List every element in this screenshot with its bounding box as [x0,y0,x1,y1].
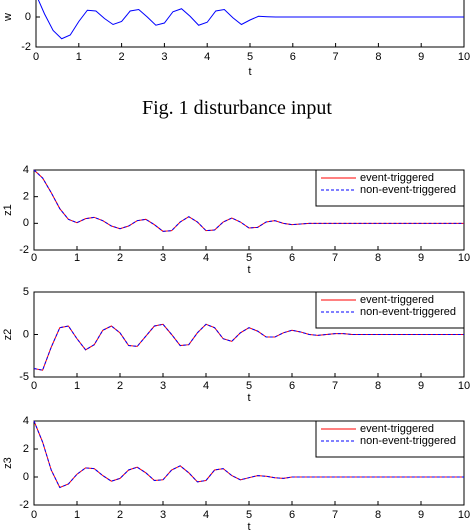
x-tick-label: 3 [160,509,166,521]
figure-caption: Fig. 1 disturbance input [142,97,332,119]
x-tick-label: 10 [458,380,470,392]
x-tick-label: 2 [117,509,123,521]
y-axis-label: z3 [2,457,14,469]
x-tick-label: 7 [332,252,338,264]
y-axis-label: w [2,13,14,22]
x-tick-label: 0 [31,252,37,264]
series-line [37,0,464,40]
x-tick-label: 7 [332,380,338,392]
x-tick-label: 0 [31,509,37,521]
x-axis-label: t [247,521,250,532]
y-tick-label: 0 [23,328,29,340]
x-axis-label: t [247,264,250,276]
series-line [33,169,464,232]
x-tick-label: 1 [76,51,82,63]
x-tick-label: 9 [418,509,424,521]
x-tick-label: 4 [203,380,209,392]
legend-label: event-triggered [360,294,434,306]
plot-frame [35,0,465,48]
x-tick-label: 9 [418,51,424,63]
x-tick-label: 0 [33,51,39,63]
series-line [33,323,464,371]
legend-box [315,169,465,207]
x-tick-label: 5 [246,509,252,521]
y-tick-label: -2 [19,499,29,511]
x-tick-label: 4 [203,252,209,264]
x-axis-label: t [247,392,250,404]
y-tick-label: -2 [21,41,31,53]
x-tick-label: 8 [375,51,381,63]
x-tick-label: 4 [203,509,209,521]
x-tick-label: 5 [247,51,253,63]
y-axis-label: z2 [2,329,14,341]
x-tick-label: 2 [119,51,125,63]
legend-label: non-event-triggered [360,435,456,447]
x-tick-label: 0 [31,380,37,392]
y-tick-label: 2 [23,191,29,203]
x-tick-label: 10 [458,509,470,521]
x-tick-label: 1 [74,252,80,264]
x-tick-label: 8 [375,509,381,521]
legend-label: event-triggered [360,172,434,184]
legend-label: event-triggered [360,423,434,435]
x-tick-label: 3 [160,252,166,264]
y-tick-label: 5 [23,286,29,298]
x-tick-label: 2 [117,252,123,264]
x-tick-label: 9 [418,252,424,264]
x-tick-label: 8 [375,380,381,392]
x-tick-label: 10 [458,252,470,264]
y-tick-label: 0 [23,471,29,483]
y-tick-label: -5 [19,371,29,383]
x-tick-label: 2 [117,380,123,392]
y-tick-label: 0 [23,217,29,229]
x-tick-label: 1 [74,509,80,521]
x-tick-label: 6 [290,51,296,63]
x-tick-label: 6 [289,509,295,521]
y-tick-label: 4 [23,164,29,176]
y-axis-label: z1 [2,204,14,216]
legend-label: non-event-triggered [360,306,456,318]
x-tick-label: 4 [204,51,210,63]
legend-label: non-event-triggered [360,184,456,196]
x-tick-label: 10 [458,51,470,63]
series-line [33,420,464,489]
x-tick-label: 6 [289,252,295,264]
x-tick-label: 3 [160,380,166,392]
y-tick-label: 4 [23,415,29,427]
y-tick-label: 0 [25,11,31,23]
x-tick-label: 5 [246,252,252,264]
x-tick-label: 8 [375,252,381,264]
x-axis-label: t [248,66,251,78]
x-tick-label: 1 [74,380,80,392]
x-tick-label: 7 [333,51,339,63]
y-tick-label: -2 [19,244,29,256]
legend-box [315,291,465,329]
y-tick-label: 2 [23,443,29,455]
x-tick-label: 6 [289,380,295,392]
x-tick-label: 3 [161,51,167,63]
x-tick-label: 7 [332,509,338,521]
x-tick-label: 9 [418,380,424,392]
legend-box [315,420,465,458]
x-tick-label: 5 [246,380,252,392]
